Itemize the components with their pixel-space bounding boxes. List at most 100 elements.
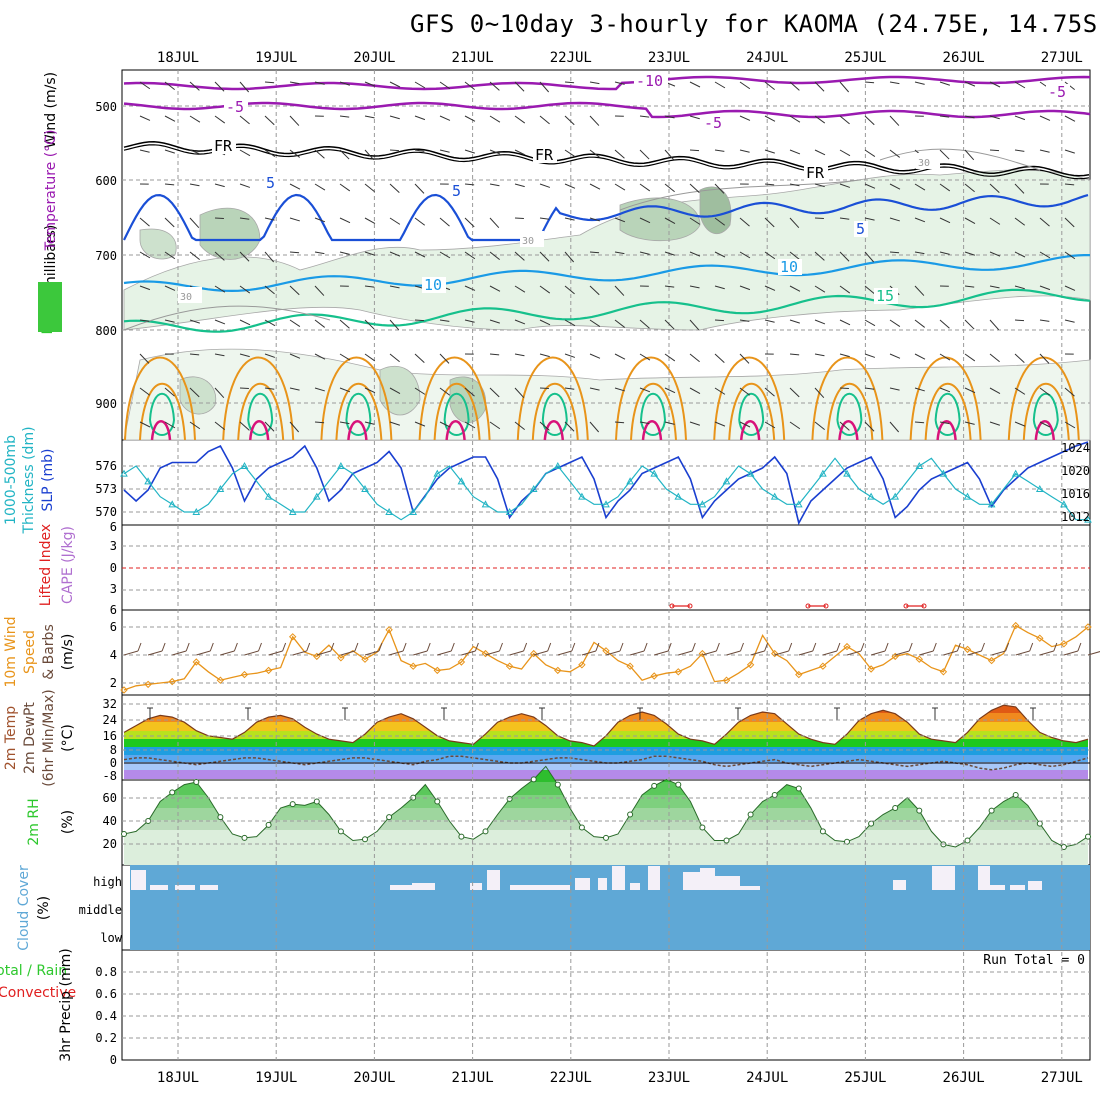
contour-20-loop bbox=[811, 356, 884, 441]
wind-barb bbox=[189, 421, 201, 430]
side-label-temp: (6hr Min/Max) bbox=[41, 689, 57, 786]
wind-barb bbox=[214, 353, 225, 357]
temp-band-0 bbox=[124, 705, 1088, 713]
contour-30-loop bbox=[936, 420, 957, 441]
surface-wind-barb bbox=[774, 650, 789, 656]
side-label-upper: (millibars) bbox=[43, 225, 59, 296]
wind-barb bbox=[1014, 183, 1025, 194]
wind-barb bbox=[514, 251, 525, 261]
wind-barb bbox=[839, 81, 850, 93]
thickness-marker bbox=[915, 461, 924, 469]
chart-title: GFS 0~10day 3-hourly for KAOMA (24.75E, … bbox=[410, 10, 1100, 38]
wind-barb bbox=[189, 387, 200, 398]
wind-barb bbox=[614, 353, 626, 360]
slp-tick: 1016 bbox=[1061, 487, 1090, 501]
day-label-top: 26JUL bbox=[943, 50, 985, 66]
wind-speed-marker bbox=[987, 656, 996, 665]
wind-barb bbox=[589, 217, 600, 222]
wind-barb bbox=[139, 251, 151, 259]
surface-wind-barb-flag bbox=[1005, 642, 1010, 652]
wind-barb bbox=[739, 319, 750, 322]
wind-barb bbox=[1039, 421, 1051, 428]
wind-barb bbox=[139, 353, 150, 364]
wind-barb bbox=[789, 251, 800, 260]
rh-point bbox=[241, 834, 248, 841]
wind-barb bbox=[614, 319, 626, 328]
wind-barb bbox=[189, 251, 200, 260]
wind-barb bbox=[964, 319, 975, 330]
side-label-precip: 3hr Precip (mm) bbox=[58, 948, 74, 1061]
panel-frame-precip bbox=[121, 949, 1091, 1061]
surface-wind-barb bbox=[388, 650, 404, 656]
contour-freezing-2 bbox=[123, 144, 1090, 180]
surface-wind-barb bbox=[316, 650, 331, 656]
wind-barb bbox=[539, 421, 550, 431]
cloud-gap-19 bbox=[932, 866, 955, 890]
wind-barb bbox=[589, 251, 600, 254]
surface-wind-barb bbox=[822, 650, 838, 656]
wind-speed-marker bbox=[192, 658, 201, 666]
wind-barb bbox=[464, 149, 475, 154]
wind-barb bbox=[339, 353, 351, 361]
wind-barb bbox=[664, 319, 675, 330]
wind-barb bbox=[914, 251, 925, 255]
wind-barb bbox=[139, 319, 150, 322]
surface-wind-barb bbox=[919, 650, 934, 656]
wind-barb bbox=[864, 251, 875, 263]
thickness-marker bbox=[770, 492, 779, 500]
rh-tick: 40 bbox=[103, 814, 117, 828]
rh-point bbox=[627, 811, 634, 818]
wind-barb bbox=[814, 353, 825, 357]
wind-barb bbox=[439, 421, 451, 428]
wind-barb bbox=[914, 217, 926, 223]
day-label-bottom: 19JUL bbox=[255, 1070, 297, 1086]
surface-wind-barb bbox=[678, 650, 693, 656]
cloud-gap-17 bbox=[740, 886, 760, 890]
wind-speed-line bbox=[123, 624, 1089, 691]
wind-barb bbox=[1039, 353, 1050, 364]
wind-speed-marker bbox=[867, 665, 875, 673]
rh-point bbox=[265, 821, 272, 828]
wind-barb bbox=[539, 81, 550, 93]
wind-barb bbox=[314, 81, 325, 85]
contour-30-loop bbox=[347, 420, 368, 441]
wind-barb bbox=[389, 251, 401, 257]
wind-barb bbox=[764, 149, 775, 154]
wind-barb bbox=[364, 319, 375, 330]
wind-speed-marker bbox=[698, 649, 707, 658]
rh-shade-2 bbox=[199, 207, 261, 260]
wind-speed-marker bbox=[385, 626, 393, 634]
wind-speed-marker bbox=[433, 666, 442, 675]
thickness-line bbox=[123, 457, 1088, 521]
wind-barb bbox=[289, 183, 301, 190]
wind-barb bbox=[164, 183, 175, 186]
rh-point bbox=[844, 838, 850, 845]
contour-label-bg bbox=[224, 99, 248, 115]
wind-barb bbox=[689, 285, 700, 289]
wind-barb bbox=[389, 149, 400, 152]
contour-25-loop bbox=[335, 382, 383, 441]
thickness-marker bbox=[963, 492, 972, 500]
wind-barb bbox=[439, 217, 450, 227]
lifted-index-tick: 3 bbox=[110, 539, 117, 553]
side-label-upper: Temperature (°C) bbox=[43, 130, 59, 252]
rh-point bbox=[217, 814, 224, 821]
contour-15-loop bbox=[738, 392, 765, 436]
wind-barb bbox=[464, 81, 475, 90]
wind-barb bbox=[689, 149, 700, 152]
side-label-wind: & Barbs bbox=[41, 624, 57, 680]
wind-barb bbox=[189, 81, 200, 91]
wind-barb bbox=[639, 183, 651, 192]
day-label-top: 23JUL bbox=[648, 50, 690, 66]
wind-barb bbox=[539, 217, 550, 220]
wind-barb bbox=[864, 149, 876, 157]
side-label-upper: Wind (m/s) bbox=[43, 72, 59, 148]
rh-band-4 bbox=[124, 782, 1088, 795]
surface-wind-barb-flag bbox=[137, 642, 142, 652]
wind-barb bbox=[614, 183, 626, 191]
wind-barb bbox=[664, 217, 676, 224]
wind-barb bbox=[939, 319, 950, 329]
wind-barb bbox=[1064, 421, 1076, 429]
wind-barb bbox=[639, 115, 650, 118]
